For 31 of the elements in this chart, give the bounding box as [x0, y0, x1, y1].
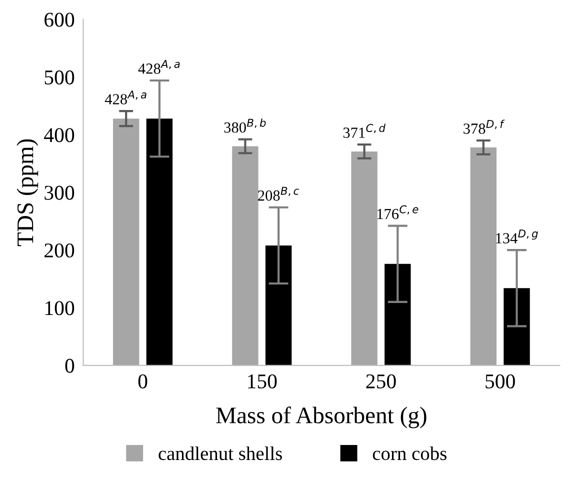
legend-label: candlenut shells: [158, 446, 282, 460]
y-tick-label: 600: [44, 12, 74, 27]
y-tick-label: 300: [44, 186, 74, 200]
data-label: 176$^{C,e}$: [377, 205, 418, 220]
data-label: 380$^{B,b}$: [224, 118, 266, 133]
y-axis-title: TDS (ppm): [16, 139, 38, 246]
data-label: 134$^{D,g}$: [496, 230, 538, 244]
x-axis-title: Mass of Absorbent (g): [216, 406, 426, 428]
y-tick-label: 200: [44, 243, 74, 258]
bar: [470, 147, 497, 366]
data-label: 428$^{A,a}$: [138, 60, 180, 74]
bar: [232, 146, 258, 366]
bar: [265, 245, 292, 366]
y-tick-label: 0: [65, 358, 74, 373]
bar: [113, 118, 140, 366]
bar: [351, 151, 378, 366]
data-label: 208$^{B,c}$: [258, 186, 300, 201]
x-tick-label: 0: [138, 374, 148, 388]
y-tick-label: 100: [45, 301, 74, 316]
bar: [384, 264, 411, 366]
x-tick-label: 500: [486, 374, 515, 388]
bar: [504, 288, 530, 366]
y-tick-label: 500: [44, 70, 74, 84]
x-tick-label: 250: [366, 374, 396, 388]
legend-label: corn cobs: [372, 446, 446, 460]
x-tick-label: 150: [248, 374, 277, 388]
data-label: 378$^{D,f}$: [464, 120, 505, 134]
bar: [146, 118, 173, 366]
data-label: 371$^{C,d}$: [343, 124, 386, 138]
y-tick-label: 400: [44, 128, 74, 142]
data-label: 428$^{A,a}$: [104, 90, 146, 104]
